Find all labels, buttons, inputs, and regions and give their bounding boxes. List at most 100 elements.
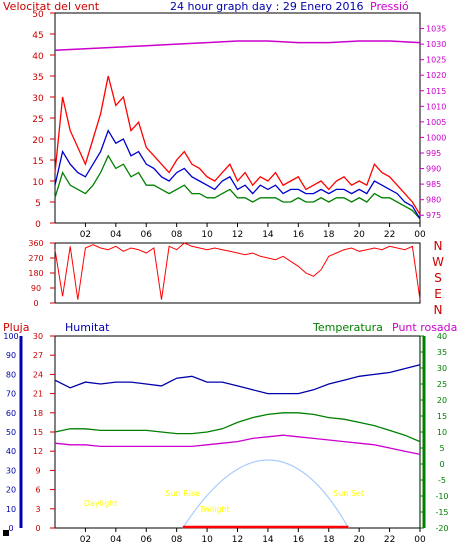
humidity-y-tick-label: 20 xyxy=(6,486,16,495)
wind-y-tick-label: 0 xyxy=(35,220,41,230)
pressure-y-tick-label: 1000 xyxy=(426,133,446,142)
x-tick-label: 18 xyxy=(323,535,335,544)
temperature-line xyxy=(54,412,421,443)
wind-panel-frame xyxy=(54,12,421,224)
compass-label: N xyxy=(434,303,443,317)
rain-y-tick-label: 15 xyxy=(33,428,43,437)
temperature-y-tick-label: 15 xyxy=(437,412,447,421)
x-tick-label: 02 xyxy=(80,535,91,544)
direction-y-tick-label: 90 xyxy=(31,284,41,293)
wind-y-tick-label: 20 xyxy=(32,136,44,146)
humidity-y-tick-label: 80 xyxy=(6,370,16,379)
humidity-y-tick-label: 90 xyxy=(6,351,16,360)
compass-label: E xyxy=(434,287,442,301)
pressure-y-tick-label: 1030 xyxy=(426,40,446,49)
annotation-label: Sun Rise xyxy=(165,489,200,498)
pressure-y-tick-label: 1010 xyxy=(426,102,446,111)
temperature-axis-label: Temperatura xyxy=(312,321,383,334)
direction-y-tick-label: 270 xyxy=(28,254,43,263)
x-tick-label: 20 xyxy=(353,535,365,544)
wind-y-tick-label: 35 xyxy=(32,73,43,83)
temperature-y-tick-label: -15 xyxy=(435,508,448,517)
wind-y-tick-label: 15 xyxy=(32,157,43,167)
x-tick-label: 02 xyxy=(80,230,91,240)
x-tick-label: 00 xyxy=(414,230,426,240)
pressure-line xyxy=(54,40,421,52)
rain-y-tick-label: 27 xyxy=(33,351,43,360)
x-tick-label: 04 xyxy=(110,535,122,544)
pressure-y-tick-label: 1015 xyxy=(426,87,446,96)
humidity-y-tick-label: 30 xyxy=(6,466,16,475)
x-tick-label: 00 xyxy=(414,535,426,544)
x-tick-label: 16 xyxy=(293,535,305,544)
humidity-axis-label: Humitat xyxy=(65,321,110,334)
temperature-y-tick-label: 25 xyxy=(437,380,447,389)
x-tick-label: 14 xyxy=(262,535,274,544)
temperature-y-tick-label: -20 xyxy=(435,524,448,533)
humidity-y-tick-label: 50 xyxy=(6,428,16,437)
pressure-y-tick-label: 1025 xyxy=(426,56,446,65)
humidity-y-tick-label: 100 xyxy=(3,332,18,341)
wind_gust-line xyxy=(54,154,421,220)
sun-altitude-curve xyxy=(182,459,350,529)
rain-y-tick-label: 21 xyxy=(33,390,43,399)
temperature-y-tick-label: 35 xyxy=(437,348,447,357)
pressure-y-tick-label: 995 xyxy=(426,149,441,158)
x-tick-label: 16 xyxy=(293,230,305,240)
wind-y-tick-label: 5 xyxy=(35,199,41,209)
humidity-y-tick-label: 70 xyxy=(6,390,16,399)
x-tick-label: 08 xyxy=(171,230,183,240)
x-tick-label: 10 xyxy=(201,230,213,240)
pressure-y-tick-label: 985 xyxy=(426,180,441,189)
compass-label: N xyxy=(434,239,443,253)
annotation-label: Sun Set xyxy=(333,489,364,498)
temperature-y-tick-label: 20 xyxy=(437,396,447,405)
direction-panel-frame xyxy=(54,242,421,304)
rain-y-tick-label: 30 xyxy=(33,332,43,341)
humidity-y-tick-label: 10 xyxy=(6,505,16,514)
humidity-line xyxy=(54,364,421,395)
pressure-axis-label: Pressió xyxy=(370,0,409,13)
rain-y-tick-label: 0 xyxy=(35,524,40,533)
x-tick-label: 20 xyxy=(353,230,365,240)
x-tick-label: 06 xyxy=(141,230,153,240)
wind-y-tick-label: 40 xyxy=(32,52,44,62)
rain-y-tick-label: 18 xyxy=(33,409,43,418)
direction-y-tick-label: 360 xyxy=(28,239,43,248)
direction-y-tick-label: 180 xyxy=(28,269,43,278)
x-tick-label: 10 xyxy=(201,535,213,544)
x-tick-label: 04 xyxy=(110,230,122,240)
temperature-y-tick-label: 10 xyxy=(437,428,447,437)
x-tick-label: 12 xyxy=(232,230,243,240)
temperature-y-tick-label: 0 xyxy=(439,460,444,469)
wind-line xyxy=(54,75,421,215)
pressure-y-tick-label: 980 xyxy=(426,196,441,205)
chart-title: 24 hour graph day : 29 Enero 2016 xyxy=(170,0,364,13)
annotation-label: Daylight xyxy=(84,499,118,508)
rain-y-tick-label: 6 xyxy=(35,486,40,495)
pressure-y-tick-label: 990 xyxy=(426,165,441,174)
temperature-y-tick-label: 30 xyxy=(437,364,447,373)
x-tick-label: 22 xyxy=(384,230,395,240)
humidity-y-tick-label: 60 xyxy=(6,409,16,418)
x-tick-label: 12 xyxy=(232,535,243,544)
x-tick-label: 14 xyxy=(262,230,274,240)
pressure-y-tick-label: 975 xyxy=(426,211,441,220)
dewpoint-line xyxy=(54,434,421,456)
temperature-y-tick-label: 5 xyxy=(439,444,444,453)
temperature-y-tick-label: 40 xyxy=(437,332,447,341)
annotation-label: Twilight xyxy=(199,505,230,514)
rain-y-tick-label: 3 xyxy=(35,505,40,514)
rain-axis-label: Pluja xyxy=(3,321,29,334)
temperature-y-tick-label: -5 xyxy=(438,476,446,485)
humidity-y-tick-label: 40 xyxy=(6,447,16,456)
wind-pressure-plot: 0510152025303540455097598098599099510001… xyxy=(32,10,446,240)
x-tick-label: 22 xyxy=(384,535,395,544)
dewpoint-axis-label: Punt rosada xyxy=(392,321,457,334)
compass-label: S xyxy=(434,271,442,285)
wind-axis-label: Velocitat del vent xyxy=(3,0,100,13)
temp-humidity-plot: 0102030405060708090100036912151821242730… xyxy=(3,332,448,544)
pressure-y-tick-label: 1035 xyxy=(426,25,446,34)
